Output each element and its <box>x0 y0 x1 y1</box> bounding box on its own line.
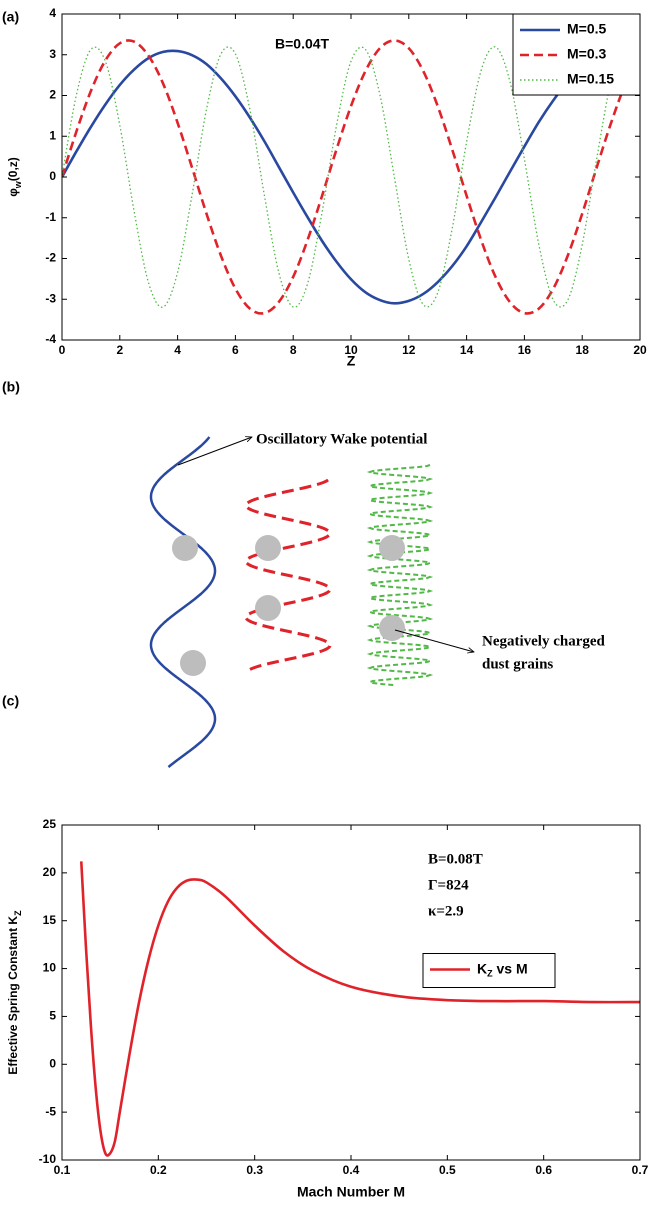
y-tick-label: -1 <box>45 210 56 224</box>
x-tick-label: 0.5 <box>439 1163 456 1177</box>
x-tick-label: 4 <box>174 343 181 357</box>
x-tick-label: 0.2 <box>150 1163 167 1177</box>
y-tick-label: -10 <box>39 1152 57 1166</box>
x-tick-label: 8 <box>290 343 297 357</box>
legend-label: KZ vs M <box>477 960 528 979</box>
text-part: φ <box>6 188 20 197</box>
annotation: B=0.08T <box>428 851 483 867</box>
plot-frame <box>61 824 641 1161</box>
y-tick-label: 3 <box>49 47 56 61</box>
x-tick-label: 0.3 <box>246 1163 263 1177</box>
text-part: Z <box>487 969 493 979</box>
dust-grain <box>255 595 281 621</box>
grain-label: Negatively charged <box>482 633 606 649</box>
text-part: Z <box>13 910 23 916</box>
panel-label: (c) <box>2 693 19 709</box>
y-tick-label: 10 <box>43 961 57 975</box>
x-tick-label: 12 <box>402 343 416 357</box>
x-tick-label: 16 <box>518 343 532 357</box>
y-tick-label: 15 <box>43 913 57 927</box>
text-part: w <box>13 180 23 189</box>
annotation: κ=2.9 <box>428 903 464 919</box>
text-part: (0,z) <box>6 157 20 181</box>
y-tick-label: 1 <box>49 128 56 142</box>
y-tick-label: 0 <box>49 1056 56 1070</box>
legend-label: M=0.15 <box>567 71 614 87</box>
x-tick-label: 0.4 <box>343 1163 360 1177</box>
dust-grain <box>255 535 281 561</box>
series-line <box>62 49 640 305</box>
chart: (c) 0.1 0.2 0.3 0.4 0.5 0.6 0.7 -10 -5 0 5 10 15 20 25 M… <box>2 693 649 1200</box>
series-line <box>79 861 640 1157</box>
y-tick-label: 25 <box>43 817 57 831</box>
wave-red <box>244 478 332 672</box>
x-tick-label: 18 <box>576 343 590 357</box>
y-tick-label: 5 <box>49 1009 56 1023</box>
legend-label: M=0.3 <box>567 46 607 62</box>
x-axis-label: Mach Number M <box>297 1184 405 1200</box>
y-tick-label: 20 <box>43 865 57 879</box>
y-tick-label: 4 <box>49 6 56 20</box>
y-tick-label: -5 <box>45 1104 56 1118</box>
series-line <box>62 46 640 308</box>
x-tick-label: 2 <box>116 343 123 357</box>
y-tick-label: -2 <box>45 251 56 265</box>
x-tick-label: 10 <box>344 343 358 357</box>
arrow <box>394 629 474 652</box>
panel-label: (a) <box>2 9 19 25</box>
panel-label: (b) <box>2 379 20 395</box>
y-tick-label: 0 <box>49 169 56 183</box>
y-axis-label: Effective Spring Constant KZ <box>6 910 23 1075</box>
y-tick-label: 2 <box>49 88 56 102</box>
text-part: vs M <box>493 960 528 976</box>
y-axis-label: φw(0,z) <box>6 157 23 197</box>
arrow <box>177 437 252 466</box>
annotation: B=0.04T <box>275 36 330 52</box>
wave-green <box>366 464 434 686</box>
x-tick-label: 0.6 <box>535 1163 552 1177</box>
wave-blue <box>149 436 217 768</box>
y-tick-label: -4 <box>45 332 56 346</box>
dust-grain <box>379 615 405 641</box>
x-tick-label: 6 <box>232 343 239 357</box>
series-line <box>62 39 640 315</box>
dust-grain <box>379 535 405 561</box>
annotation: Γ=824 <box>428 877 469 893</box>
dust-grain <box>172 535 198 561</box>
text-part: K <box>477 960 487 976</box>
y-tick-label: -3 <box>45 291 56 305</box>
text-part: Effective Spring Constant K <box>6 916 20 1075</box>
x-tick-label: 0.7 <box>632 1163 649 1177</box>
dust-grain <box>180 650 206 676</box>
diagram: (b) Oscillatory Wake potential Negativel… <box>2 379 606 768</box>
x-axis-label: Z <box>347 353 356 369</box>
x-tick-label: 14 <box>460 343 474 357</box>
grain-label: dust grains <box>482 656 553 672</box>
wake-label: Oscillatory Wake potential <box>256 431 427 447</box>
legend-label: M=0.5 <box>567 21 607 37</box>
chart: (a)0 2 4 6 8 10 12 14 16 18 20-4-3-2-101234Zφw(0,z… <box>2 6 647 369</box>
x-tick-label: 20 <box>633 343 647 357</box>
x-tick-label: 0 <box>59 343 66 357</box>
x-tick-label: 0.1 <box>54 1163 71 1177</box>
